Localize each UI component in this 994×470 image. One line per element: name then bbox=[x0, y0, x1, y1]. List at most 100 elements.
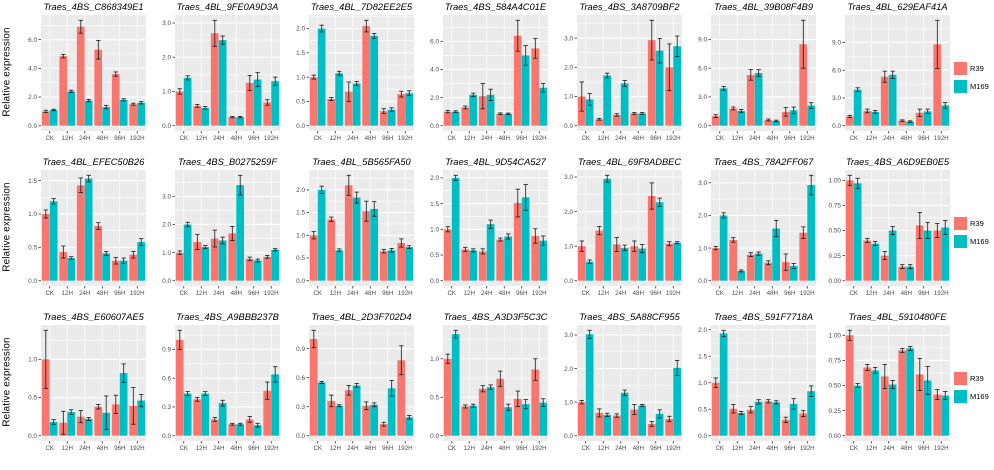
bar-r39 bbox=[327, 98, 336, 126]
bar-r39 bbox=[193, 241, 202, 281]
y-axis-tick-label: 1.0 bbox=[296, 74, 305, 81]
error-bar bbox=[900, 347, 905, 353]
bar-r39 bbox=[647, 40, 656, 126]
error-bar bbox=[847, 329, 852, 341]
error-bar bbox=[721, 329, 726, 338]
legend-item-m169: M169 bbox=[954, 235, 994, 248]
y-axis-tick-label: 0.25 bbox=[829, 253, 842, 260]
error-bar bbox=[480, 83, 485, 110]
error-bar bbox=[855, 383, 860, 388]
error-bar bbox=[523, 399, 528, 410]
bar-r39 bbox=[175, 252, 184, 281]
bar-m169 bbox=[888, 74, 897, 126]
error-bar bbox=[381, 108, 386, 114]
bar-r39 bbox=[799, 413, 808, 436]
legend-item-m169: M169 bbox=[954, 80, 994, 93]
bar-r39 bbox=[612, 244, 621, 281]
error-bar bbox=[847, 114, 852, 118]
panel-background bbox=[443, 170, 548, 286]
bar-r39 bbox=[781, 111, 790, 126]
bar-r39 bbox=[863, 240, 872, 281]
y-axis-tick-label: 0.0 bbox=[296, 123, 305, 130]
error-bar bbox=[354, 383, 359, 388]
y-axis-tick-label: 0.0 bbox=[564, 433, 573, 440]
error-bar bbox=[463, 246, 468, 252]
bar-m169 bbox=[719, 88, 728, 126]
error-bar bbox=[86, 174, 91, 183]
error-bar bbox=[713, 114, 718, 118]
y-axis-tick-label: 3.0 bbox=[832, 95, 841, 102]
error-bar bbox=[407, 90, 412, 96]
error-bar bbox=[185, 221, 190, 228]
bar-m169 bbox=[853, 183, 862, 281]
bar-m169 bbox=[754, 401, 763, 436]
bar-r39 bbox=[344, 91, 353, 126]
y-axis-tick-label: 3.0 bbox=[564, 332, 573, 339]
x-axis-tick-label: 48H bbox=[633, 445, 644, 452]
error-bar bbox=[908, 345, 913, 351]
bar-r39 bbox=[59, 56, 68, 126]
bar-r39 bbox=[577, 246, 586, 281]
y-axis-tick-label: 6.0 bbox=[698, 65, 707, 72]
error-bar bbox=[917, 212, 922, 239]
bar-r39 bbox=[461, 406, 470, 436]
y-axis-title-text: Relative expression bbox=[1, 27, 13, 117]
y-axis-tick-label: 1.0 bbox=[28, 357, 37, 364]
x-axis-tick-label: CK bbox=[849, 135, 858, 142]
x-axis-tick-label: 48H bbox=[767, 290, 778, 297]
bar-chart: 0.0 0.5 1.0 CK 12H 24H 48H 96H 192H Traes_4BS_A3D… bbox=[430, 312, 548, 452]
bar-m169 bbox=[754, 253, 763, 281]
x-axis-tick-label: 96H bbox=[248, 290, 259, 297]
chart-panel: 0.0 3.0 6.0 9.0 CK 12H 24H 48H 96H 192H Traes_4BL_… bbox=[818, 0, 952, 155]
bar-r39 bbox=[94, 406, 103, 436]
bar-r39 bbox=[863, 367, 872, 436]
bar-m169 bbox=[539, 240, 547, 281]
error-bar bbox=[587, 93, 592, 106]
error-bar bbox=[908, 120, 913, 123]
bar-m169 bbox=[451, 334, 460, 436]
bar-m169 bbox=[236, 117, 244, 126]
y-axis-tick-label: 1.0 bbox=[698, 245, 707, 252]
bar-m169 bbox=[585, 99, 594, 126]
x-axis-tick-label: CK bbox=[715, 135, 724, 142]
y-axis-tick-label: 0.50 bbox=[829, 383, 842, 390]
bar-m169 bbox=[335, 250, 343, 281]
bar-m169 bbox=[49, 421, 58, 436]
x-axis-tick-label: 12H bbox=[732, 135, 743, 142]
error-bar bbox=[177, 329, 182, 350]
error-bar bbox=[739, 410, 744, 415]
error-bar bbox=[809, 102, 814, 109]
bar-m169 bbox=[486, 94, 495, 126]
error-bar bbox=[488, 384, 493, 390]
bar-r39 bbox=[461, 107, 470, 126]
x-axis-tick-label: 24H bbox=[615, 290, 626, 297]
panel-background bbox=[711, 170, 816, 286]
error-bar bbox=[121, 257, 126, 264]
error-bar bbox=[675, 35, 680, 57]
bar-m169 bbox=[451, 111, 460, 126]
x-axis-tick-label: 12H bbox=[196, 445, 207, 452]
error-bar bbox=[488, 219, 493, 229]
bar-m169 bbox=[638, 248, 646, 281]
error-bar bbox=[480, 248, 485, 255]
error-bar bbox=[131, 250, 136, 259]
error-bar bbox=[766, 260, 771, 266]
y-axis-tick-label: 0.75 bbox=[829, 203, 842, 210]
error-bar bbox=[774, 400, 779, 405]
error-bar bbox=[640, 112, 645, 115]
x-axis-tick-label: CK bbox=[45, 135, 54, 142]
error-bar bbox=[748, 252, 753, 257]
bar-m169 bbox=[871, 111, 879, 126]
bar-r39 bbox=[309, 77, 318, 126]
bar-chart: 0.0 3.0 6.0 9.0 CK 12H 24H 48H 96H 192H Traes_4BL_… bbox=[832, 2, 950, 142]
chart-panel: 0.0 1.0 2.0 3.0 CK 12H 24H 48H 96H 192H Traes_4BS_… bbox=[550, 0, 684, 155]
legend-swatch-r39 bbox=[954, 62, 967, 75]
error-bar bbox=[78, 177, 83, 194]
bar-m169 bbox=[335, 73, 343, 126]
bar-chart: 0.0 1.0 2.0 3.0 CK 12H 24H 48H 96H 192H Traes_4BS_… bbox=[698, 157, 816, 297]
error-bar bbox=[739, 109, 744, 113]
x-axis-tick-label: CK bbox=[581, 135, 590, 142]
x-axis-tick-label: 192H bbox=[532, 135, 547, 142]
error-bar bbox=[399, 238, 404, 248]
error-bar bbox=[801, 226, 806, 240]
